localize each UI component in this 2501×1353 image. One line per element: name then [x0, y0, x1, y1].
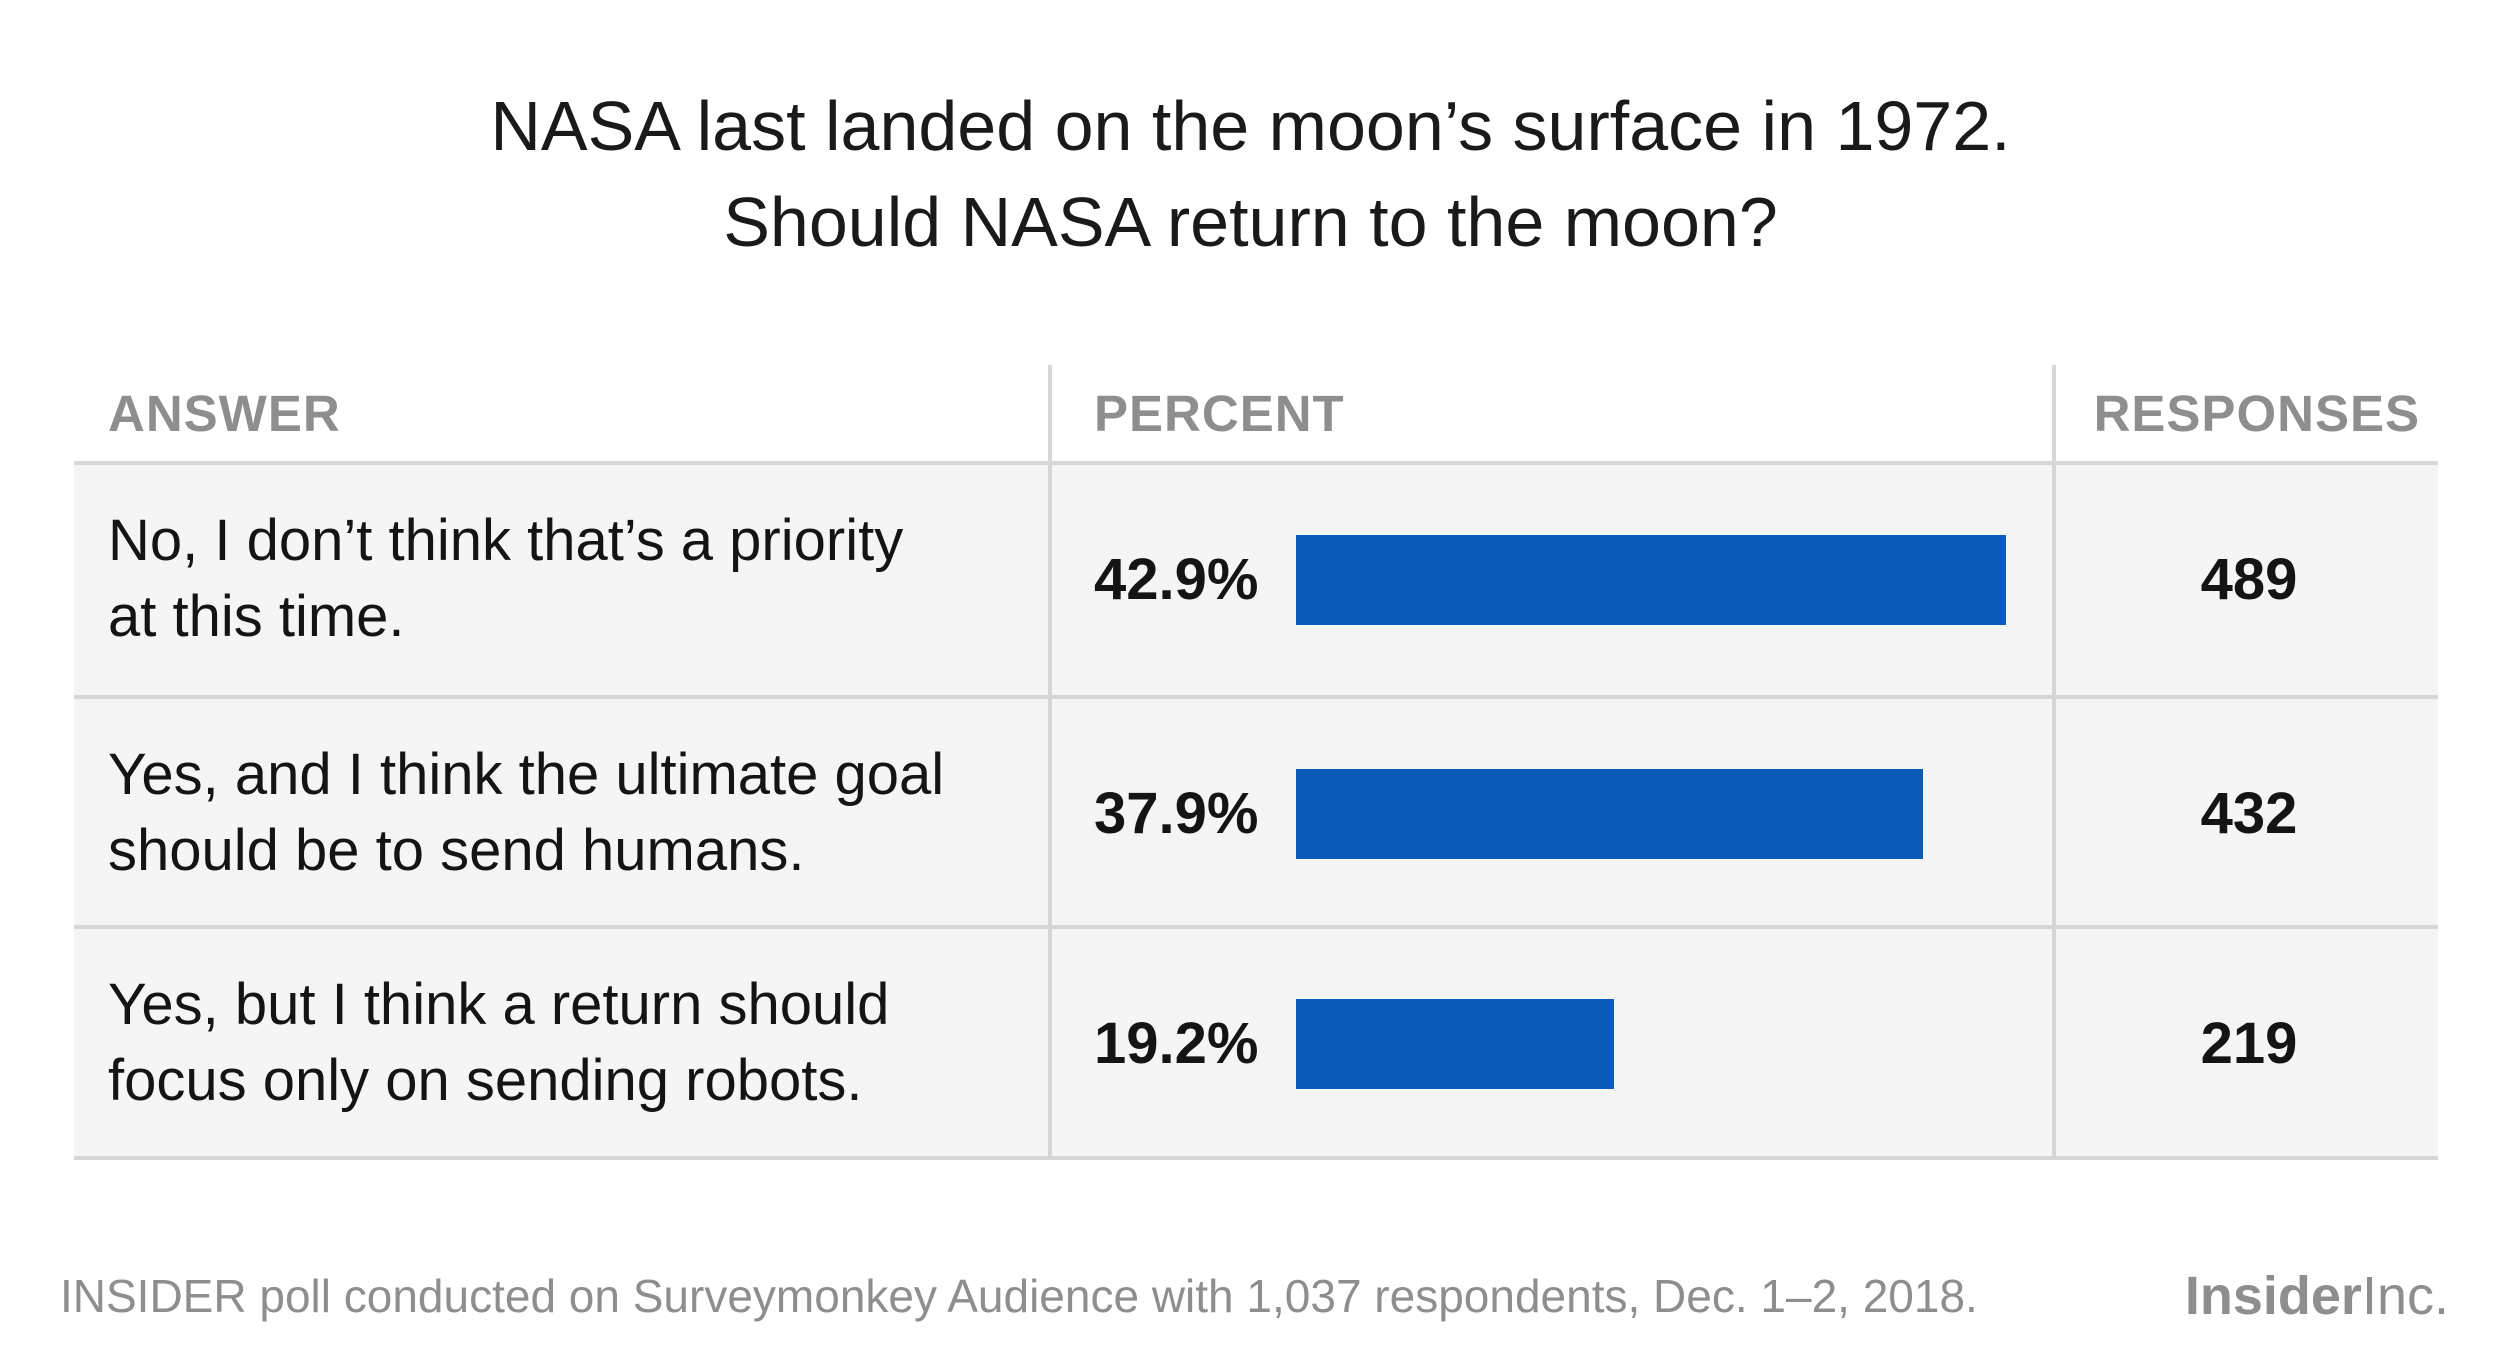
- percent-label: 19.2%: [1094, 1011, 1259, 1076]
- responses-value: 219: [2200, 1011, 2298, 1076]
- column-header-percent: PERCENT: [1094, 385, 1345, 442]
- row-divider: [74, 1156, 2438, 1160]
- table-row: Yes, and I think the ultimate goal shoul…: [74, 699, 2438, 929]
- responses-value: 432: [2200, 781, 2298, 846]
- row-divider: [74, 925, 2438, 929]
- results-table: ANSWER PERCENT RESPONSES No, I don’t thi…: [74, 365, 2438, 1160]
- table-row: No, I don’t think that’s a priority at t…: [74, 465, 2438, 695]
- responses-value: 489: [2200, 547, 2298, 612]
- title-line-1: NASA last landed on the moon’s surface i…: [490, 87, 2011, 165]
- column-header-responses: RESPONSES: [2093, 385, 2420, 442]
- title-line-2: Should NASA return to the moon?: [723, 183, 1778, 261]
- answer-cell: Yes, but I think a return should focus o…: [108, 967, 1068, 1119]
- answer-line: Yes, and I think the ultimate goal: [108, 742, 945, 807]
- chart-title: NASA last landed on the moon’s surface i…: [0, 78, 2501, 270]
- percent-label: 42.9%: [1094, 547, 1259, 612]
- answer-line: Yes, but I think a return should: [108, 972, 890, 1037]
- answer-line: focus only on sending robots.: [108, 1048, 863, 1113]
- brand-light: Inc.: [2361, 1266, 2449, 1326]
- percent-bar: [1296, 535, 2006, 625]
- table-row: Yes, but I think a return should focus o…: [74, 929, 2438, 1159]
- column-divider: [1048, 365, 1052, 1160]
- answer-cell: No, I don’t think that’s a priority at t…: [108, 503, 1068, 655]
- column-header-answer: ANSWER: [108, 385, 341, 442]
- source-note: INSIDER poll conducted on Surveymonkey A…: [60, 1270, 1978, 1322]
- percent-bar: [1296, 769, 1923, 859]
- brand-bold: Insider: [2184, 1266, 2362, 1326]
- row-divider: [74, 695, 2438, 699]
- answer-cell: Yes, and I think the ultimate goal shoul…: [108, 737, 1068, 889]
- brand-logo: InsiderInc.: [2185, 1260, 2449, 1332]
- answer-line: No, I don’t think that’s a priority: [108, 508, 904, 573]
- percent-label: 37.9%: [1094, 781, 1259, 846]
- percent-bar: [1296, 999, 1614, 1089]
- row-divider: [74, 461, 2438, 465]
- answer-line: at this time.: [108, 584, 405, 649]
- column-divider: [2052, 365, 2056, 1160]
- answer-line: should be to send humans.: [108, 818, 805, 883]
